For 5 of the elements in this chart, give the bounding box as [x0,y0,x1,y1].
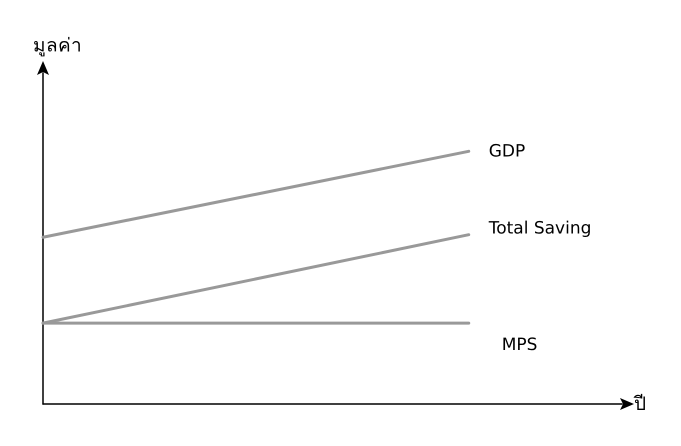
text: MPS [502,335,538,356]
series-label: Total Saving [488,218,592,239]
x-axis-title: ปี [633,393,646,415]
y-axis-title: มูลค่า [33,34,82,56]
series-label: GDP [488,141,526,162]
